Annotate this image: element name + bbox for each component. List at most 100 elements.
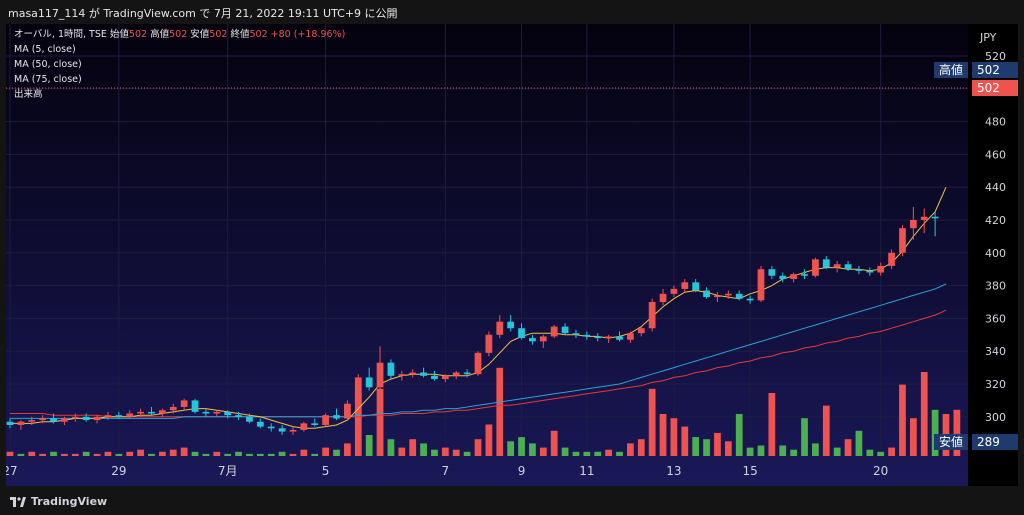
change-value: +80 (+18.96%) <box>270 29 346 40</box>
volume-bar <box>735 414 743 456</box>
plot-background <box>6 24 968 486</box>
candle-body <box>779 275 787 280</box>
candle-body <box>420 372 427 376</box>
high-value: 502 <box>169 29 188 40</box>
volume-bar <box>169 449 177 456</box>
volume-bar <box>909 418 917 456</box>
tradingview-logo[interactable]: TradingView <box>10 495 107 508</box>
volume-bar <box>452 449 460 456</box>
low-price-badge-label: 安値 <box>934 434 969 450</box>
candle-body <box>812 259 819 276</box>
time-tick-label: 20 <box>873 464 888 478</box>
grid <box>6 24 968 452</box>
price-axis-background <box>968 24 1018 486</box>
candle-body <box>735 293 743 299</box>
candle-body <box>605 336 612 339</box>
price-axis[interactable]: 520500480460440420400380360340320300 <box>985 50 1006 424</box>
volume-bar <box>398 447 406 456</box>
candle-body <box>104 415 112 417</box>
close-label: 終値 <box>230 29 250 40</box>
candle-body <box>888 252 895 266</box>
candle-body <box>561 326 569 334</box>
candle-body <box>626 333 634 340</box>
legend-ma5[interactable]: MA (5, close) <box>14 44 76 55</box>
candle-body <box>137 411 144 414</box>
candle-body <box>409 372 417 375</box>
currency-label: JPY <box>979 31 997 44</box>
volume-bar <box>790 449 798 456</box>
open-value: 502 <box>128 29 148 40</box>
symbol-line: オーバル, 1時間, TSE <box>14 29 107 40</box>
candle-body <box>801 274 808 276</box>
brand-name: TradingView <box>31 495 108 508</box>
legend-ma50[interactable]: MA (50, close) <box>14 59 82 70</box>
volume-bar <box>344 443 351 456</box>
volume-bar <box>779 445 787 456</box>
low-label: 安値 <box>190 29 210 40</box>
candle-body <box>191 400 199 412</box>
candle-body <box>583 334 591 337</box>
volume-bar <box>50 451 57 456</box>
candle-body <box>71 416 79 419</box>
volume-bar <box>365 435 373 456</box>
candle-body <box>572 333 580 335</box>
last-price-badge: 502 <box>972 80 1018 96</box>
candle-body <box>822 259 830 268</box>
price-tick-label: 460 <box>985 148 1006 161</box>
legend-symbol-row: オーバル, 1時間, TSE 始値502 高値502 安値502 終値502 +… <box>14 27 345 42</box>
publish-text: masa117_114 が TradingView.com で 7月 21, 2… <box>8 7 398 20</box>
time-tick-label: 11 <box>579 464 594 478</box>
candle-body <box>148 411 155 414</box>
candle-body <box>703 290 710 298</box>
low-value: 502 <box>209 29 228 40</box>
candle-body <box>82 416 90 421</box>
volume-bar <box>507 441 515 456</box>
volume-bar <box>757 445 765 456</box>
volume-bar <box>202 453 210 456</box>
candle-body <box>6 421 14 425</box>
candle-body <box>344 403 351 419</box>
price-tick-label: 380 <box>985 280 1006 293</box>
volume-bar <box>28 451 36 456</box>
volume-bar <box>441 447 449 456</box>
time-tick-label: 7 <box>442 464 450 478</box>
chart-canvas[interactable]: 520500480460440420400380360340320300 JPY… <box>6 24 1018 486</box>
volume-bar <box>931 409 939 456</box>
volume-bar <box>158 451 166 456</box>
candle-body <box>496 321 504 335</box>
volume-bar <box>681 426 689 456</box>
volume-bar <box>289 453 297 456</box>
volume-bar <box>409 439 417 456</box>
candle-body <box>126 413 134 417</box>
candle-body <box>518 328 525 339</box>
candle-body <box>539 336 547 342</box>
legend-volume[interactable]: 出来高 <box>14 89 43 100</box>
volume-bar <box>463 451 471 456</box>
legend-ma75[interactable]: MA (75, close) <box>14 74 82 85</box>
volume-bar <box>888 447 895 456</box>
volume-bar <box>822 405 830 456</box>
volume-bar <box>496 367 504 456</box>
candle-body <box>529 338 536 342</box>
volume-bar <box>659 414 667 456</box>
volume-bar <box>670 418 678 456</box>
volume-bar <box>137 449 144 456</box>
volume-bar <box>768 393 776 456</box>
candle-body <box>616 336 623 340</box>
candles <box>6 206 939 435</box>
volume-bar <box>431 449 438 456</box>
time-axis[interactable]: 27 29 7月 5 7 9 11 13 15 20 <box>6 464 888 478</box>
volume-bar <box>953 409 961 456</box>
candle-body <box>158 410 166 414</box>
candle-body <box>376 362 384 388</box>
candle-body <box>866 270 874 273</box>
price-tick-label: 320 <box>985 378 1006 391</box>
volume-bar <box>692 437 700 456</box>
volume-bar <box>539 447 547 456</box>
candle-body <box>746 298 754 301</box>
candle-body <box>692 282 700 291</box>
candle-body <box>246 416 253 422</box>
volume-bar <box>376 388 384 456</box>
volume-bar <box>213 451 221 456</box>
volume-bar <box>267 453 275 456</box>
